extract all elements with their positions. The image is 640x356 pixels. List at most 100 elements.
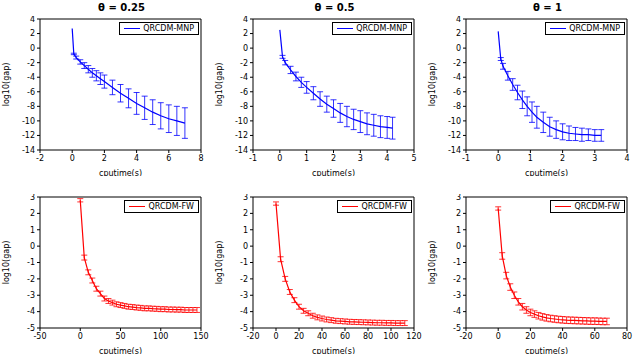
svg-text:100: 100 — [153, 332, 168, 341]
svg-text:cputime(s): cputime(s) — [525, 347, 568, 354]
svg-text:-3: -3 — [27, 291, 35, 300]
svg-text:0: 0 — [30, 44, 35, 53]
svg-text:-8: -8 — [453, 102, 461, 111]
svg-text:50: 50 — [115, 332, 125, 341]
svg-text:-14: -14 — [22, 146, 35, 155]
svg-text:8: 8 — [198, 154, 203, 163]
svg-text:3: 3 — [358, 154, 363, 163]
svg-text:0: 0 — [243, 44, 248, 53]
svg-text:cputime(s): cputime(s) — [312, 169, 355, 176]
svg-text:cputime(s): cputime(s) — [99, 347, 142, 354]
svg-text:2: 2 — [456, 209, 461, 218]
svg-text:3: 3 — [592, 154, 597, 163]
svg-text:log10(gap): log10(gap) — [8, 63, 11, 107]
svg-text:cputime(s): cputime(s) — [312, 347, 355, 354]
svg-text:-6: -6 — [453, 88, 461, 97]
svg-text:0: 0 — [456, 44, 461, 53]
svg-text:cputime(s): cputime(s) — [99, 169, 142, 176]
svg-text:20: 20 — [294, 332, 304, 341]
svg-text:2: 2 — [102, 154, 107, 163]
svg-text:-5: -5 — [240, 324, 248, 333]
svg-text:0: 0 — [273, 332, 278, 341]
svg-text:150: 150 — [193, 332, 208, 341]
svg-text:-10: -10 — [448, 117, 461, 126]
svg-text:120: 120 — [406, 332, 421, 341]
svg-text:0: 0 — [243, 242, 248, 251]
svg-text:-2: -2 — [453, 275, 461, 284]
svg-text:2: 2 — [560, 154, 565, 163]
svg-text:-2: -2 — [240, 275, 248, 284]
svg-text:4: 4 — [134, 154, 139, 163]
svg-text:-2: -2 — [240, 59, 248, 68]
svg-text:2: 2 — [331, 154, 336, 163]
svg-text:log10(gap): log10(gap) — [428, 63, 437, 107]
svg-text:2: 2 — [30, 29, 35, 38]
svg-text:1: 1 — [30, 226, 35, 235]
svg-text:2: 2 — [243, 29, 248, 38]
svg-text:6: 6 — [166, 154, 171, 163]
svg-text:3: 3 — [456, 194, 461, 202]
svg-text:4: 4 — [243, 16, 248, 24]
svg-text:-5: -5 — [27, 324, 35, 333]
svg-text:1: 1 — [304, 154, 309, 163]
svg-text:-12: -12 — [448, 131, 461, 140]
svg-text:-6: -6 — [240, 88, 248, 97]
svg-text:-4: -4 — [240, 73, 248, 82]
svg-text:0: 0 — [78, 332, 83, 341]
svg-text:0: 0 — [277, 154, 282, 163]
svg-text:-1: -1 — [249, 154, 257, 163]
svg-text:80: 80 — [363, 332, 373, 341]
svg-text:-2: -2 — [36, 154, 44, 163]
svg-text:4: 4 — [30, 16, 35, 24]
svg-text:-4: -4 — [240, 307, 248, 316]
svg-text:0: 0 — [30, 242, 35, 251]
svg-text:4: 4 — [385, 154, 390, 163]
svg-text:1: 1 — [456, 226, 461, 235]
svg-text:-5: -5 — [453, 324, 461, 333]
svg-text:1: 1 — [528, 154, 533, 163]
svg-text:log10(gap): log10(gap) — [8, 241, 11, 285]
svg-text:-20: -20 — [459, 332, 472, 341]
svg-text:-2: -2 — [453, 59, 461, 68]
svg-text:-4: -4 — [27, 73, 35, 82]
svg-text:-50: -50 — [33, 332, 46, 341]
svg-text:-2: -2 — [27, 59, 35, 68]
svg-text:-12: -12 — [235, 131, 248, 140]
svg-text:2: 2 — [30, 209, 35, 218]
svg-text:0: 0 — [496, 332, 501, 341]
svg-text:-4: -4 — [453, 73, 461, 82]
svg-text:cputime(s): cputime(s) — [525, 169, 568, 176]
svg-text:-1: -1 — [453, 258, 461, 267]
svg-text:-3: -3 — [240, 291, 248, 300]
svg-text:-3: -3 — [453, 291, 461, 300]
svg-text:-1: -1 — [27, 258, 35, 267]
svg-text:5: 5 — [411, 154, 416, 163]
svg-text:4: 4 — [624, 154, 629, 163]
svg-text:-4: -4 — [27, 307, 35, 316]
svg-text:-4: -4 — [453, 307, 461, 316]
svg-text:100: 100 — [383, 332, 398, 341]
svg-text:4: 4 — [456, 16, 461, 24]
svg-text:-20: -20 — [246, 332, 259, 341]
svg-text:40: 40 — [558, 332, 568, 341]
svg-text:3: 3 — [243, 194, 248, 202]
svg-text:-14: -14 — [448, 146, 461, 155]
svg-text:log10(gap): log10(gap) — [215, 63, 224, 107]
svg-text:-10: -10 — [235, 117, 248, 126]
svg-text:-6: -6 — [27, 88, 35, 97]
svg-text:60: 60 — [340, 332, 350, 341]
svg-text:0: 0 — [70, 154, 75, 163]
svg-text:-10: -10 — [22, 117, 35, 126]
svg-text:2: 2 — [243, 209, 248, 218]
svg-text:log10(gap): log10(gap) — [428, 241, 437, 285]
svg-text:-1: -1 — [462, 154, 470, 163]
svg-text:40: 40 — [317, 332, 327, 341]
svg-text:3: 3 — [30, 194, 35, 202]
svg-text:20: 20 — [525, 332, 535, 341]
svg-text:2: 2 — [456, 29, 461, 38]
svg-text:-8: -8 — [240, 102, 248, 111]
svg-text:-8: -8 — [27, 102, 35, 111]
svg-text:log10(gap): log10(gap) — [215, 241, 224, 285]
svg-text:-1: -1 — [240, 258, 248, 267]
svg-text:-12: -12 — [22, 131, 35, 140]
